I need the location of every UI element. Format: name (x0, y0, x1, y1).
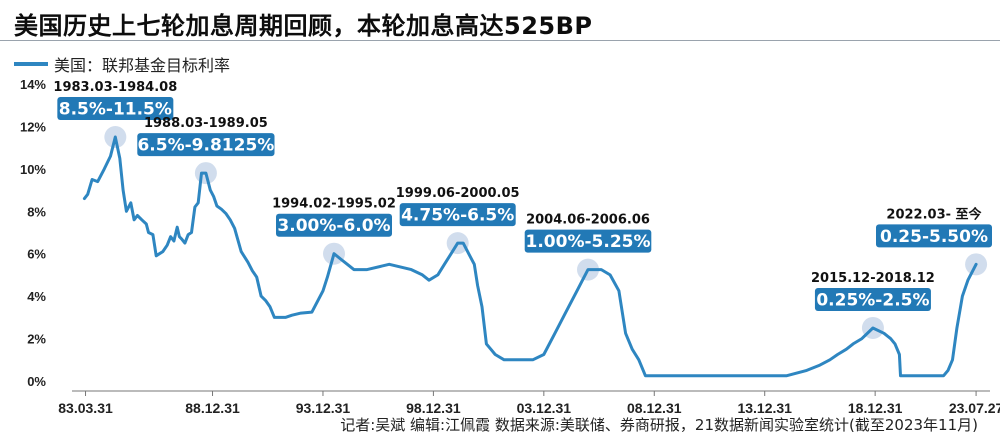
period-label: 1983.03-1984.08 (53, 80, 177, 95)
y-tick-label: 10% (20, 162, 46, 177)
range-label: 4.75%-6.5% (401, 206, 514, 226)
x-tick-label: 13.12.31 (737, 400, 792, 416)
y-tick-label: 4% (27, 289, 46, 304)
cycle-annotation: 6.5%-9.8125% 1988.03-1989.05 (137, 116, 275, 157)
y-tick-label: 8% (27, 204, 46, 219)
legend-label: 美国：联邦基金目标利率 (54, 56, 231, 75)
x-tick-label: 98.12.31 (406, 400, 461, 416)
range-label-box (57, 97, 174, 121)
x-tick-label: 08.12.31 (627, 400, 682, 416)
title-divider (0, 40, 1000, 41)
range-label: 3.00%-6.0% (277, 216, 390, 236)
range-label: 0.25-5.50% (880, 227, 988, 247)
period-label: 1999.06-2000.05 (396, 186, 520, 201)
period-label: 1988.03-1989.05 (144, 116, 268, 131)
range-label-box (137, 133, 275, 157)
y-tick-label: 14% (20, 77, 46, 92)
x-tick-label: 93.12.31 (296, 400, 351, 416)
range-label: 1.00%-5.25% (526, 232, 651, 252)
range-label-box (524, 229, 652, 253)
chart-title: 美国历史上七轮加息周期回顾，本轮加息高达525BP (14, 12, 593, 40)
x-tick-label: 18.12.31 (848, 400, 903, 416)
x-tick-label: 88.12.31 (185, 400, 240, 416)
y-tick-label: 2% (27, 332, 46, 347)
cycle-annotation: 0.25%-2.5% 2015.12-2018.12 (811, 271, 935, 311)
cycle-annotation: 8.5%-11.5% 1983.03-1984.08 (53, 80, 177, 121)
cycle-annotation: 4.75%-6.5% 1999.06-2000.05 (396, 186, 520, 227)
range-label: 8.5%-11.5% (59, 100, 172, 120)
range-label: 6.5%-9.8125% (137, 136, 274, 156)
range-label: 0.25%-2.5% (816, 290, 929, 310)
y-tick-label: 6% (27, 247, 46, 262)
y-tick-label: 0% (27, 374, 46, 389)
period-label: 2022.03- 至今 (886, 206, 982, 222)
cycle-annotation: 1.00%-5.25% 2004.06-2006.06 (524, 213, 652, 253)
cycle-annotation: 3.00%-6.0% 1994.02-1995.02 (272, 197, 396, 237)
y-tick-label: 12% (20, 119, 46, 134)
range-label-box (399, 203, 516, 227)
range-label-box (876, 224, 992, 248)
legend-swatch (14, 62, 48, 66)
period-label: 1994.02-1995.02 (272, 197, 396, 212)
series-line-fed-funds-rate (82, 135, 978, 378)
range-label-box (814, 287, 931, 311)
period-label: 2004.06-2006.06 (526, 213, 650, 228)
cycle-annotation: 0.25-5.50% 2022.03- 至今 (876, 206, 992, 248)
legend: 美国：联邦基金目标利率 (14, 52, 230, 76)
period-label: 2015.12-2018.12 (811, 271, 935, 286)
x-tick-label: 23.07.27 (949, 400, 1000, 416)
range-label-box (276, 213, 393, 237)
x-tick-label: 03.12.31 (517, 400, 572, 416)
x-tick-label: 83.03.31 (58, 400, 113, 416)
source-footer: 记者:吴斌 编辑:江佩霞 数据来源:美联储、券商研报，21数据新闻实验室统计(截… (340, 416, 978, 434)
